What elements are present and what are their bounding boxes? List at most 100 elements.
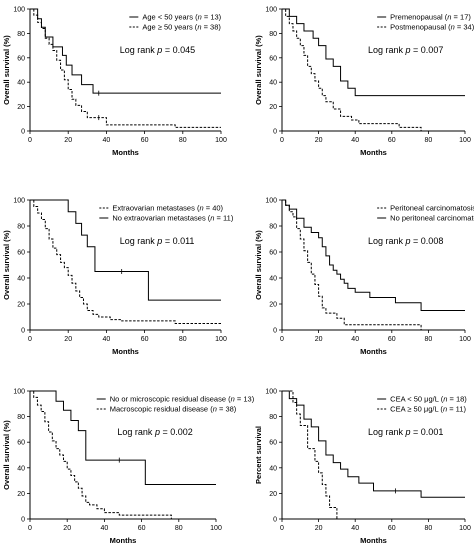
legend-entry-2: No peritoneal carcinomatosis (n = 28) <box>390 214 474 223</box>
legend-n-symbol: n <box>199 204 203 213</box>
log-rank-annotation: Log rank p = 0.007 <box>368 45 443 55</box>
legend-entry-2: Postmenopausal (n = 34) <box>390 23 474 32</box>
x-tick-label: 20 <box>315 137 323 144</box>
log-rank-value: = 0.008 <box>411 236 444 246</box>
survival-curve-2 <box>282 199 465 311</box>
log-rank-value: = 0.002 <box>160 427 193 437</box>
legend-n-symbol: n <box>443 405 447 414</box>
x-tick-label: 40 <box>351 137 359 144</box>
legend-n-close: ) <box>252 395 255 404</box>
legend-name: CEA < 50 μg/L <box>390 395 439 404</box>
log-rank-prefix: Log rank <box>368 236 406 246</box>
y-tick-label: 60 <box>269 440 277 447</box>
log-rank-prefix: Log rank <box>368 427 406 437</box>
x-tick-label: 100 <box>459 336 471 343</box>
y-tick-label: 40 <box>17 465 25 472</box>
legend-name: Postmenopausal <box>390 23 446 32</box>
legend-entry-1: No or microscopic residual disease (n = … <box>110 395 255 404</box>
legend-name: CEA ≥ 50 μg/L <box>390 405 438 414</box>
log-rank-value: = 0.011 <box>162 236 194 246</box>
x-tick-label: 80 <box>425 336 433 343</box>
log-rank-p-symbol: p <box>156 236 162 246</box>
y-tick-label: 0 <box>273 517 277 524</box>
km-panel-4: 0 20 40 60 80 100 0 20 40 60 80 100 Months Overall su… <box>254 198 474 357</box>
legend-n-close: ) <box>231 214 234 223</box>
legend-n-open: ( <box>446 23 451 32</box>
legend-entry-2: Macroscopic residual disease (n = 38) <box>110 405 237 414</box>
y-tick-label: 20 <box>269 104 277 111</box>
legend-n-open: ( <box>439 395 444 404</box>
y-tick-label: 100 <box>265 198 277 205</box>
survival-curve-1 <box>30 199 221 324</box>
x-tick-label: 80 <box>425 137 433 144</box>
y-tick-label: 80 <box>269 224 277 231</box>
y-tick-label: 40 <box>269 80 277 87</box>
y-tick-label: 40 <box>269 276 277 283</box>
log-rank-annotation: Log rank p = 0.001 <box>368 427 443 437</box>
legend-name: No peritoneal carcinomatosis <box>390 214 474 223</box>
legend-n-symbol: n <box>443 395 447 404</box>
x-tick-label: 100 <box>210 525 222 532</box>
x-tick-label: 20 <box>315 336 323 343</box>
km-panel-3: 0 20 40 60 80 100 0 20 40 60 80 100 Months Overall su… <box>2 198 234 357</box>
x-tick-label: 60 <box>141 336 149 343</box>
y-tick-label: 60 <box>269 250 277 257</box>
x-tick-label: 0 <box>28 336 32 343</box>
y-tick-label: 0 <box>273 328 277 335</box>
legend-n-close: ) <box>219 13 222 22</box>
y-tick-label: 20 <box>17 104 25 111</box>
legend-n-value: 34 <box>463 23 471 32</box>
survival-curve-2 <box>282 390 338 519</box>
survival-curve-2 <box>30 199 221 301</box>
legend-name: No extraovarian metastases <box>112 214 206 223</box>
survival-curve-1 <box>282 390 465 498</box>
y-tick-label: 0 <box>273 129 277 136</box>
y-tick-label: 40 <box>269 465 277 472</box>
y-tick-label: 40 <box>17 276 25 283</box>
y-tick-label: 20 <box>17 302 25 309</box>
y-tick-label: 0 <box>21 517 25 524</box>
log-rank-prefix: Log rank <box>117 427 155 437</box>
log-rank-value: = 0.007 <box>411 45 444 55</box>
km-panel-6: 0 20 40 60 80 100 0 20 40 60 80 100 Months Percent su… <box>254 389 471 546</box>
legend-n-value: 13 <box>210 13 218 22</box>
x-tick-label: 0 <box>280 137 284 144</box>
legend-n-eq: = <box>204 204 213 213</box>
legend-n-open: ( <box>226 395 231 404</box>
legend-n-eq: = <box>455 23 464 32</box>
x-axis-title: Months <box>110 536 137 545</box>
x-tick-label: 20 <box>315 525 323 532</box>
legend-n-close: ) <box>221 204 224 213</box>
legend-entry-2: No extraovarian metastases (n = 11) <box>112 214 234 223</box>
legend-n-eq: = <box>447 395 456 404</box>
y-tick-label: 60 <box>269 55 277 62</box>
x-tick-label: 60 <box>388 525 396 532</box>
legend-n-symbol: n <box>210 214 214 223</box>
y-tick-label: 80 <box>17 31 25 38</box>
y-axis-title: Overall survival (%) <box>2 420 11 490</box>
legend-name: Age ≥ 50 years <box>142 23 193 32</box>
legend-entry-2: CEA ≥ 50 μg/L (n = 11) <box>390 405 466 414</box>
legend-entry-1: Age < 50 years (n = 13) <box>142 13 221 22</box>
legend-entry-2: Age ≥ 50 years (n = 38) <box>142 23 221 32</box>
legend-n-symbol: n <box>231 395 235 404</box>
legend-n-value: 13 <box>243 395 251 404</box>
x-tick-label: 40 <box>101 525 109 532</box>
legend-n-eq: = <box>214 214 223 223</box>
x-tick-label: 60 <box>138 525 146 532</box>
legend-entry-1: CEA < 50 μg/L (n = 18) <box>390 395 467 404</box>
log-rank-p-symbol: p <box>405 236 411 246</box>
x-axis-title: Months <box>112 347 139 356</box>
legend-n-value: 38 <box>225 405 233 414</box>
survival-curve-1 <box>282 199 465 331</box>
legend-n-close: ) <box>472 23 474 32</box>
log-rank-value: = 0.045 <box>162 45 195 55</box>
x-tick-label: 80 <box>179 137 187 144</box>
legend-n-eq: = <box>235 395 244 404</box>
km-panel-2: 0 20 40 60 80 100 0 20 40 60 80 100 Months Overall su… <box>254 7 474 158</box>
legend-n-symbol: n <box>213 405 217 414</box>
y-axis-title: Overall survival (%) <box>2 230 11 300</box>
legend-n-close: ) <box>464 395 467 404</box>
